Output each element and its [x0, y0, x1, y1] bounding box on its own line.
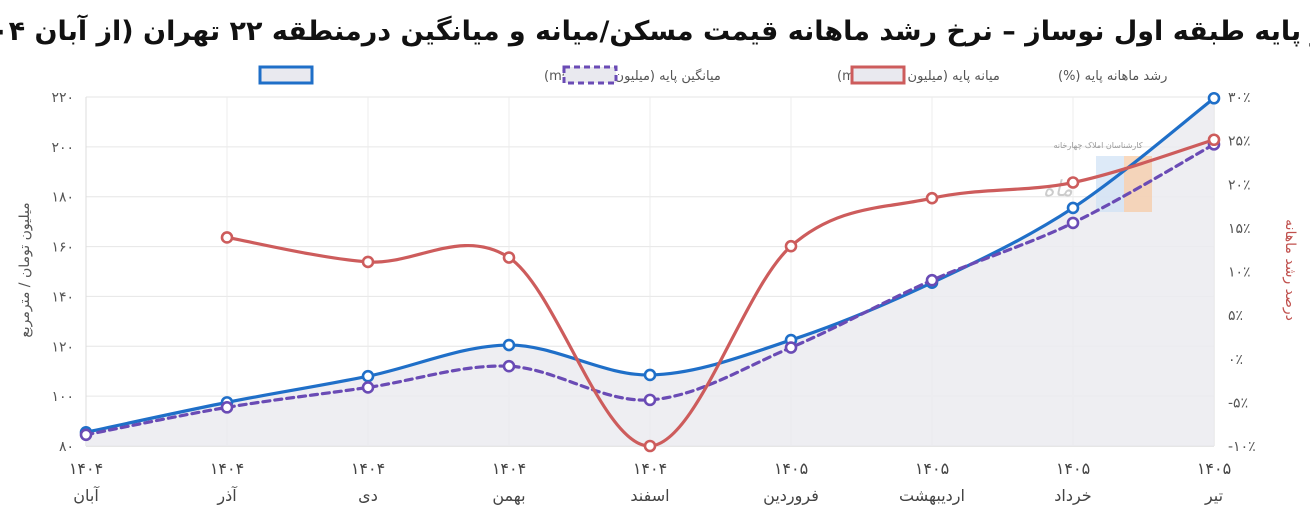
series-layer: [79, 91, 1221, 453]
legend-swatch-growth: [850, 65, 906, 85]
x-tick-month: تیر: [1204, 486, 1223, 506]
y-left-tick-label: ۱۶۰: [51, 240, 74, 256]
mean-area-fill: [86, 98, 1214, 446]
x-tick-month: فروردین: [763, 486, 819, 506]
point-mean: [502, 338, 516, 352]
y-left-tick-label: ۱۴۰: [51, 289, 74, 305]
x-tick-month: آبان: [73, 486, 100, 505]
point-median: [220, 401, 234, 414]
point-growth: [502, 251, 516, 264]
y-left-tick-label: ۲۰۰: [51, 140, 74, 156]
y-right-axis-title: درصد رشد ماهانه: [1282, 219, 1298, 321]
y-right-tick-label: ۳۰٪: [1228, 90, 1251, 106]
point-growth: [1207, 133, 1221, 147]
point-mean: [643, 368, 657, 382]
y-right-tick-label: ۵٪: [1228, 308, 1243, 324]
y-left-axis-title: میلیون تومان / مترمربع: [17, 202, 33, 337]
point-mean: [361, 369, 375, 383]
y-left-tick-label: ۱۲۰: [51, 339, 74, 355]
y-right-tick-label: ۲۰٪: [1228, 177, 1251, 193]
point-growth: [220, 231, 234, 244]
legend-swatch-mean: [258, 65, 314, 85]
right-axis: -۱۰٪ -۵٪ ۰٪ ۵٪ ۱۰٪ ۱۵٪ ۲۰٪ ۲۵٪ ۳۰٪: [1228, 90, 1256, 455]
x-tick-year: ۱۴۰۵: [774, 459, 808, 478]
legend-item-mean[interactable]: میانگین پایه (میلیون تومان / m²): [258, 65, 721, 85]
y-right-tick-label: ۱۰٪: [1228, 265, 1251, 281]
area-fill: [86, 98, 1214, 446]
point-median: [361, 381, 375, 394]
point-median: [1066, 216, 1080, 230]
point-mean: [1207, 91, 1221, 105]
point-median: [925, 273, 939, 287]
y-right-tick-label: -۱۰٪: [1228, 439, 1256, 455]
left-axis: ۸۰ ۱۰۰ ۱۲۰ ۱۴۰ ۱۶۰ ۱۸۰ ۲۰۰ ۲۲۰: [51, 90, 74, 455]
y-right-tick-label: -۵٪: [1228, 395, 1248, 411]
point-growth: [361, 255, 375, 269]
x-tick-month: اردیبهشت: [899, 486, 965, 506]
x-tick-year: ۱۴۰۴: [210, 459, 244, 478]
legend-item-growth[interactable]: رشد ماهانه پایه (%): [850, 65, 1167, 85]
x-tick-year: ۱۴۰۴: [633, 459, 667, 478]
y-right-tick-label: ۱۵٪: [1228, 221, 1251, 237]
point-growth: [784, 239, 798, 253]
legend: میانگین پایه (میلیون تومان / m²) میانه پ…: [258, 65, 1167, 85]
x-tick-month: آذر: [216, 486, 238, 506]
y-left-tick-label: ۱۰۰: [51, 389, 74, 405]
point-growth: [643, 439, 657, 453]
y-left-tick-label: ۱۸۰: [51, 190, 74, 206]
chart-title: نمودار قیمت بر پایه طبقه اول نوساز – نرخ…: [0, 14, 1310, 47]
x-tick-year: ۱۴۰۴: [69, 459, 103, 478]
x-tick-year: ۱۴۰۵: [915, 459, 949, 478]
y-right-tick-label: ۲۵٪: [1228, 134, 1251, 150]
legend-swatch-median: [562, 65, 618, 85]
point-median: [643, 393, 657, 407]
point-median: [502, 359, 516, 373]
point-growth: [1066, 176, 1080, 189]
y-right-tick-label: ۰٪: [1228, 352, 1243, 368]
watermark-block-blue: [1096, 156, 1124, 212]
legend-label-growth: رشد ماهانه پایه (%): [1058, 69, 1167, 84]
x-tick-month: اسفند: [630, 486, 669, 505]
x-tick-month: خرداد: [1054, 486, 1091, 506]
point-median: [79, 428, 93, 442]
watermark-text: کارشناسان املاک چهارخانه: [1053, 141, 1142, 150]
x-tick-year: ۱۴۰۵: [1197, 459, 1231, 478]
x-tick-month: دی: [358, 486, 378, 505]
x-axis: ۱۴۰۴ آبان ۱۴۰۴ آذر ۱۴۰۴ دی ۱۴۰۴ بهمن ۱۴۰۴ اسفند ۱۴…: [69, 459, 1231, 506]
point-growth: [925, 191, 939, 205]
x-tick-year: ۱۴۰۴: [351, 459, 385, 478]
x-tick-year: ۱۴۰۴: [492, 459, 526, 478]
x-tick-month: بهمن: [492, 486, 525, 506]
y-left-tick-label: ۲۲۰: [51, 90, 74, 106]
point-median: [784, 341, 798, 354]
point-mean: [1066, 201, 1080, 215]
series-line-growth: [225, 138, 1216, 448]
y-left-tick-label: ۸۰: [59, 439, 74, 455]
x-tick-year: ۱۴۰۵: [1056, 459, 1090, 478]
